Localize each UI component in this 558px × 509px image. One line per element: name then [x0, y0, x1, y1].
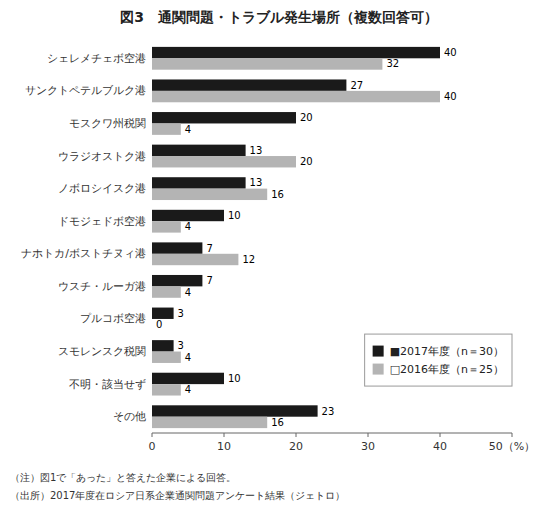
bar — [152, 123, 181, 134]
data-label: 3 — [178, 340, 184, 351]
bar — [152, 210, 224, 221]
tick-mark — [512, 433, 513, 437]
category-label: ウスチ・ルーガ港 — [58, 280, 146, 293]
category-label: サンクトペテルブルク港 — [25, 84, 146, 97]
tick-label: 40 — [433, 440, 447, 453]
category-label: スモレンスク税関 — [58, 345, 146, 358]
x-axis — [152, 433, 512, 434]
bar — [152, 91, 440, 102]
data-label: 0 — [156, 319, 162, 330]
tick-mark — [440, 433, 441, 437]
tick-mark — [296, 433, 297, 437]
legend-swatch — [373, 346, 384, 357]
bar — [152, 47, 440, 58]
bar — [152, 352, 181, 363]
bar — [152, 340, 174, 351]
note: （注）図1で「あった」と答えた企業による回答。 — [10, 472, 236, 483]
category-label: その他 — [113, 410, 146, 423]
bar — [152, 384, 181, 395]
bar — [152, 308, 174, 319]
category-label: ノボロシイスク港 — [58, 182, 146, 195]
data-label: 7 — [206, 243, 212, 254]
category-label: モスクワ州税関 — [69, 117, 146, 130]
legend-box — [365, 334, 512, 386]
data-label: 13 — [250, 177, 263, 188]
bar — [152, 242, 202, 253]
data-label: 4 — [185, 352, 191, 363]
bar — [152, 254, 238, 265]
bar — [152, 189, 267, 200]
category-label: シェレメチェボ空港 — [47, 52, 146, 65]
data-label: 32 — [386, 58, 399, 69]
category-label: ナホトカ/ボストチヌィ港 — [21, 247, 146, 260]
bar — [152, 405, 318, 416]
bar — [152, 286, 181, 297]
legend-label: □2016年度（n＝25） — [390, 363, 504, 376]
legend-label: ■2017年度（n＝30） — [390, 345, 504, 358]
legend: ■2017年度（n＝30） □2016年度（n＝25） — [365, 334, 512, 386]
bar — [152, 145, 246, 156]
tick-mark — [152, 433, 153, 437]
data-label: 40 — [444, 47, 457, 58]
tick-mark — [368, 433, 369, 437]
data-label: 16 — [271, 189, 284, 200]
tick-label: 0 — [149, 440, 156, 453]
legend-swatch — [373, 364, 384, 375]
bar — [152, 112, 296, 123]
data-label: 13 — [250, 145, 263, 156]
data-label: 4 — [185, 287, 191, 298]
data-label: 27 — [350, 80, 363, 91]
bar — [152, 373, 224, 384]
data-label: 10 — [228, 373, 241, 384]
data-label: 23 — [322, 406, 335, 417]
bar — [152, 319, 153, 330]
data-label: 12 — [242, 254, 255, 265]
bar — [152, 221, 181, 232]
data-label: 4 — [185, 221, 191, 232]
tick-label: 50（%） — [489, 440, 535, 453]
bar — [152, 417, 267, 428]
bar — [152, 79, 346, 90]
chart: 図3 通関問題・トラブル発生場所（複数回答可）40272013131077331… — [0, 0, 558, 509]
data-label: 4 — [185, 384, 191, 395]
data-label: 40 — [444, 91, 457, 102]
bar — [152, 58, 382, 69]
category-label: ウラジオストク港 — [58, 150, 146, 163]
tick-label: 10 — [217, 440, 231, 453]
category-label: 不明・該当せず — [69, 378, 146, 391]
data-label: 3 — [178, 308, 184, 319]
data-label: 4 — [185, 124, 191, 135]
tick-label: 30 — [361, 440, 375, 453]
bar — [152, 177, 246, 188]
tick-mark — [224, 433, 225, 437]
data-label: 10 — [228, 210, 241, 221]
bar — [152, 156, 296, 167]
data-label: 20 — [300, 156, 313, 167]
title: 図3 通関問題・トラブル発生場所（複数回答可） — [120, 9, 438, 25]
category-label: ドモジェドボ空港 — [58, 215, 146, 228]
note: （出所）2017年度在ロシア日系企業通関問題アンケート結果（ジェトロ） — [10, 490, 345, 501]
tick-label: 20 — [289, 440, 303, 453]
data-label: 20 — [300, 112, 313, 123]
data-label: 7 — [206, 275, 212, 286]
data-label: 16 — [271, 417, 284, 428]
category-label: プルコボ空港 — [80, 312, 146, 325]
bar — [152, 275, 202, 286]
